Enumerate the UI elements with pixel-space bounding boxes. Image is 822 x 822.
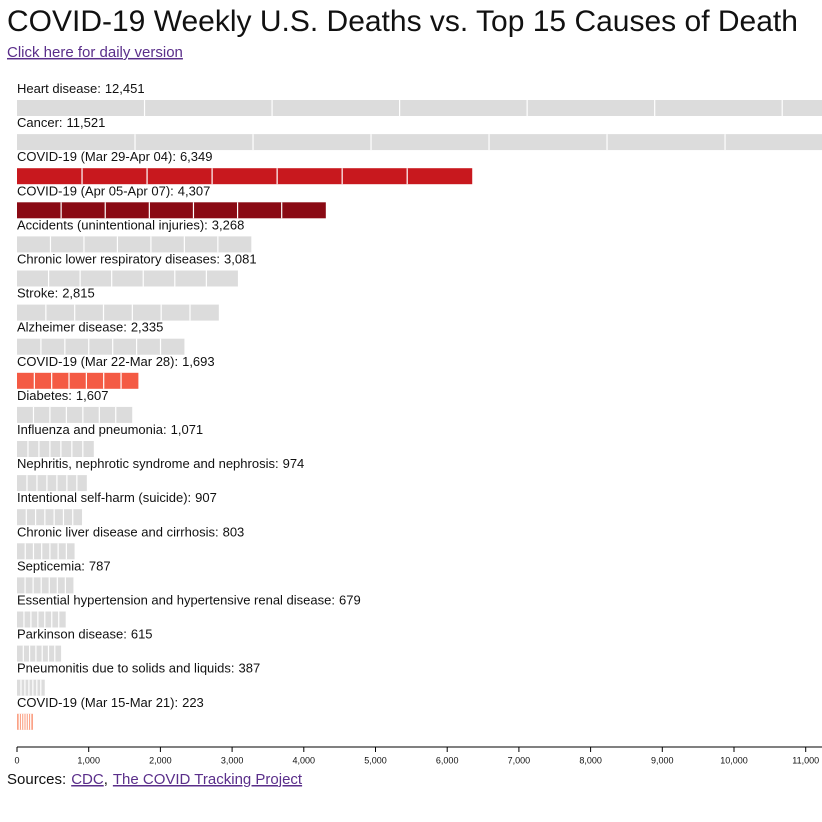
category-label: COVID-19 (Apr 05-Apr 07): (17, 184, 174, 199)
category-label: Intentional self-harm (suicide): (17, 491, 191, 506)
x-tick-label: 5,000 (364, 755, 387, 765)
bar (17, 509, 83, 526)
value-label: 1,071 (171, 422, 204, 437)
category-label: Accidents (unintentional injuries): (17, 218, 208, 233)
bar-label: Nephritis, nephrotic syndrome and nephro… (17, 457, 304, 472)
category-label: Nephritis, nephrotic syndrome and nephro… (17, 457, 279, 472)
bar (17, 338, 185, 355)
category-label: COVID-19 (Mar 29-Apr 04): (17, 150, 176, 165)
source-link[interactable]: The COVID Tracking Project (113, 771, 303, 788)
x-tick-label: 9,000 (651, 755, 674, 765)
value-label: 907 (195, 491, 217, 506)
source-label: Sources: (7, 771, 66, 788)
x-tick-label: 8,000 (579, 755, 602, 765)
bar (17, 134, 822, 151)
value-label: 387 (239, 661, 261, 676)
bar (17, 372, 139, 389)
bar (17, 100, 822, 116)
bar-label: Accidents (unintentional injuries): 3,268 (17, 218, 244, 233)
bar-label: Intentional self-harm (suicide): 907 (17, 491, 217, 506)
category-label: Cancer: (17, 116, 63, 131)
category-label: Heart disease: (17, 81, 101, 96)
x-tick-label: 2,000 (149, 755, 172, 765)
category-label: Chronic liver disease and cirrhosis: (17, 525, 219, 540)
category-label: Pneumonitis due to solids and liquids: (17, 661, 235, 676)
value-label: 679 (339, 593, 361, 608)
sources: Sources: CDC, The COVID Tracking Project (7, 771, 303, 788)
value-label: 2,335 (131, 320, 164, 335)
bar-label: COVID-19 (Mar 29-Apr 04): 6,349 (17, 150, 212, 165)
category-label: Chronic lower respiratory diseases: (17, 252, 220, 267)
x-tick-label: 11,000 (792, 755, 819, 765)
bar (17, 441, 94, 457)
bar (17, 236, 252, 253)
bar-label: Influenza and pneumonia: 1,071 (17, 422, 203, 437)
category-label: Influenza and pneumonia: (17, 422, 167, 437)
bar (17, 475, 87, 492)
bar (17, 645, 62, 662)
bar-label: COVID-19 (Apr 05-Apr 07): 4,307 (17, 184, 210, 199)
category-label: Alzheimer disease: (17, 320, 127, 335)
bar-label: Parkinson disease: 615 (17, 627, 153, 642)
value-label: 974 (283, 457, 305, 472)
value-label: 615 (131, 627, 153, 642)
value-label: 4,307 (178, 184, 211, 199)
value-label: 1,607 (76, 388, 109, 403)
x-tick-label: 3,000 (221, 755, 244, 765)
x-tick-label: 1,000 (77, 755, 100, 765)
value-label: 11,521 (67, 116, 106, 131)
category-label: COVID-19 (Mar 15-Mar 21): (17, 695, 178, 710)
bar-label: COVID-19 (Mar 15-Mar 21): 223 (17, 695, 204, 710)
value-label: 3,081 (224, 252, 257, 267)
value-label: 787 (89, 559, 111, 574)
x-tick-label: 10,000 (720, 755, 748, 765)
value-label: 3,268 (212, 218, 245, 233)
bar (17, 168, 473, 185)
bar (17, 577, 74, 594)
bar-label: Septicemia: 787 (17, 559, 111, 574)
bar-label: Cancer: 11,521 (17, 116, 105, 131)
bar-label: Chronic liver disease and cirrhosis: 803 (17, 525, 244, 540)
chart-title: COVID-19 Weekly U.S. Deaths vs. Top 15 C… (7, 5, 798, 38)
bar-label: Alzheimer disease: 2,335 (17, 320, 163, 335)
x-tick-label: 6,000 (436, 755, 459, 765)
bar (17, 611, 66, 628)
category-label: Septicemia: (17, 559, 85, 574)
value-label: 12,451 (105, 81, 145, 96)
value-label: 1,693 (182, 354, 215, 369)
bar-label: Stroke: 2,815 (17, 286, 95, 301)
value-label: 2,815 (62, 286, 95, 301)
value-label: 223 (182, 695, 204, 710)
bar-label: Diabetes: 1,607 (17, 388, 108, 403)
bar (17, 406, 133, 423)
bar (17, 270, 238, 287)
category-label: COVID-19 (Mar 22-Mar 28): (17, 354, 178, 369)
x-tick-label: 0 (14, 755, 19, 765)
source-link[interactable]: CDC (71, 771, 104, 788)
x-tick-label: 4,000 (293, 755, 316, 765)
bar-label: Essential hypertension and hypertensive … (17, 593, 361, 608)
bar-label: Heart disease: 12,451 (17, 81, 145, 96)
separator: , (104, 771, 108, 788)
bar (17, 304, 219, 321)
category-label: Parkinson disease: (17, 627, 127, 642)
bar-label: COVID-19 (Mar 22-Mar 28): 1,693 (17, 354, 215, 369)
category-label: Essential hypertension and hypertensive … (17, 593, 335, 608)
x-tick-label: 7,000 (508, 755, 531, 765)
bar (17, 679, 45, 696)
category-label: Diabetes: (17, 388, 72, 403)
bar-label: Pneumonitis due to solids and liquids: 38… (17, 661, 260, 676)
value-label: 803 (223, 525, 245, 540)
value-label: 6,349 (180, 150, 213, 165)
category-label: Stroke: (17, 286, 58, 301)
bar-label: Chronic lower respiratory diseases: 3,081 (17, 252, 257, 267)
daily-link[interactable]: Click here for daily version (7, 44, 183, 61)
bar (17, 202, 326, 219)
bar (17, 543, 75, 560)
